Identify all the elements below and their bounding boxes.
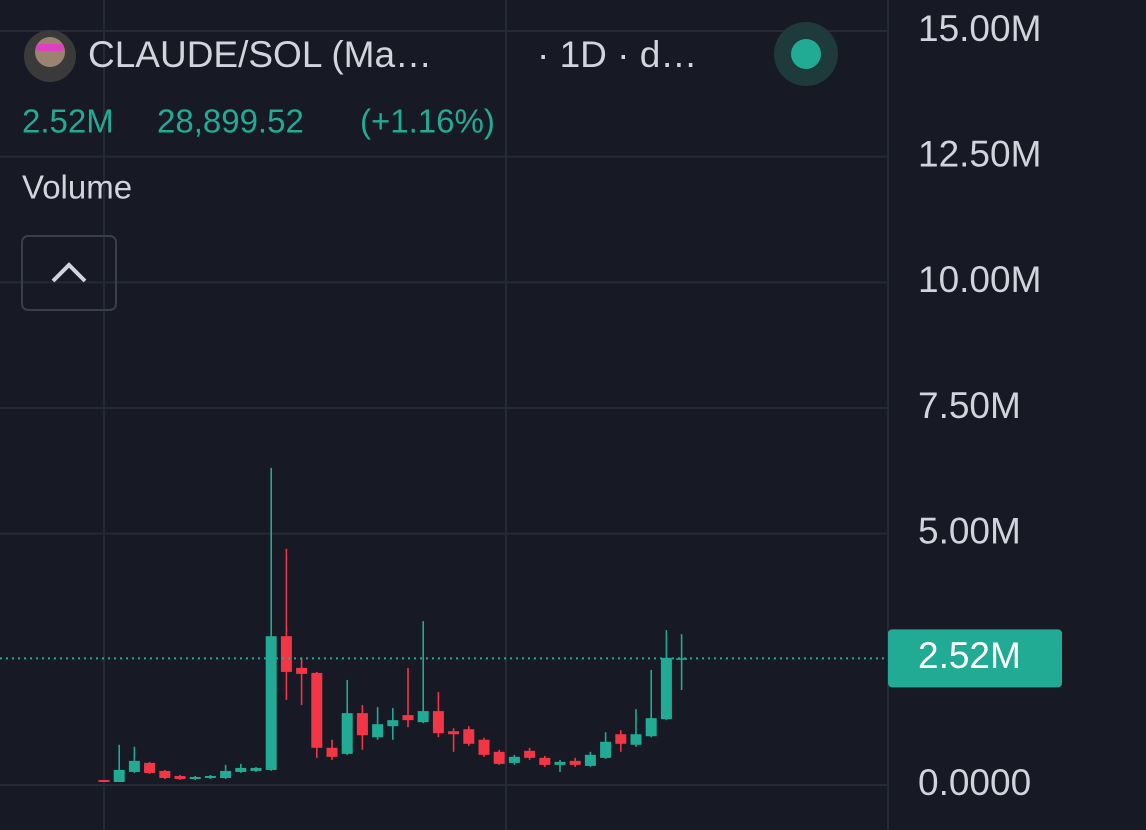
candle-body (280, 636, 292, 672)
candle-body (174, 775, 186, 779)
candle-body (600, 741, 612, 758)
candle-body (265, 636, 277, 770)
last-price-badge (888, 629, 1062, 688)
candle-body (189, 776, 201, 779)
candle-body (296, 667, 308, 674)
candle-body (326, 747, 338, 757)
indicator-name[interactable]: Volume (22, 169, 132, 206)
avatar-face (35, 37, 65, 67)
candle-body (539, 757, 551, 765)
candle-body (235, 767, 247, 772)
candle-body (660, 657, 672, 720)
candle-body (676, 658, 688, 660)
y-tick-label: 5.00M (918, 510, 1021, 551)
last-value: 2.52M (22, 103, 114, 140)
candle-body (478, 739, 490, 755)
candle-body (144, 762, 156, 773)
price: 28,899.52 (157, 103, 304, 140)
candle-body (645, 718, 657, 737)
y-tick-label: 12.50M (918, 133, 1041, 174)
candle-body (113, 769, 125, 782)
candle-body (341, 713, 353, 754)
candle-body (554, 761, 566, 765)
candle-body (584, 754, 596, 766)
candle-body (508, 756, 520, 763)
candle-body (356, 713, 368, 736)
last-price-label: 2.52M (918, 635, 1021, 676)
candle-body (372, 724, 384, 738)
candle-body (204, 775, 216, 778)
y-tick-label: 7.50M (918, 385, 1021, 426)
candle-body (569, 760, 581, 765)
candle-body (128, 760, 140, 772)
collapse-button[interactable] (21, 235, 117, 311)
symbol[interactable]: CLAUDE/SOL (Ma… (88, 34, 432, 75)
candle-body (387, 720, 399, 727)
y-tick-label: 10.00M (918, 259, 1041, 300)
candle-body (432, 711, 444, 734)
candle-body (402, 715, 414, 721)
candle-body (159, 770, 171, 778)
status-dot (791, 39, 821, 69)
interval[interactable]: · 1D · d… (537, 34, 697, 75)
change: (+1.16%) (360, 103, 495, 140)
candle-body (448, 731, 460, 735)
grid (0, 0, 889, 830)
candle-body (98, 779, 110, 782)
avatar-glasses (36, 44, 64, 51)
candle-body (463, 729, 475, 744)
candle-body (493, 751, 505, 764)
candle-body (615, 734, 627, 744)
candle-body (220, 770, 232, 778)
candle-body (524, 750, 536, 758)
y-tick-label: 15.00M (918, 8, 1041, 49)
candle-body (417, 711, 429, 723)
candle-body (250, 767, 262, 771)
y-tick-label: 0.0000 (918, 762, 1031, 803)
candle-body (311, 672, 323, 748)
chevron-icon (51, 262, 87, 283)
candle-body (630, 734, 642, 745)
